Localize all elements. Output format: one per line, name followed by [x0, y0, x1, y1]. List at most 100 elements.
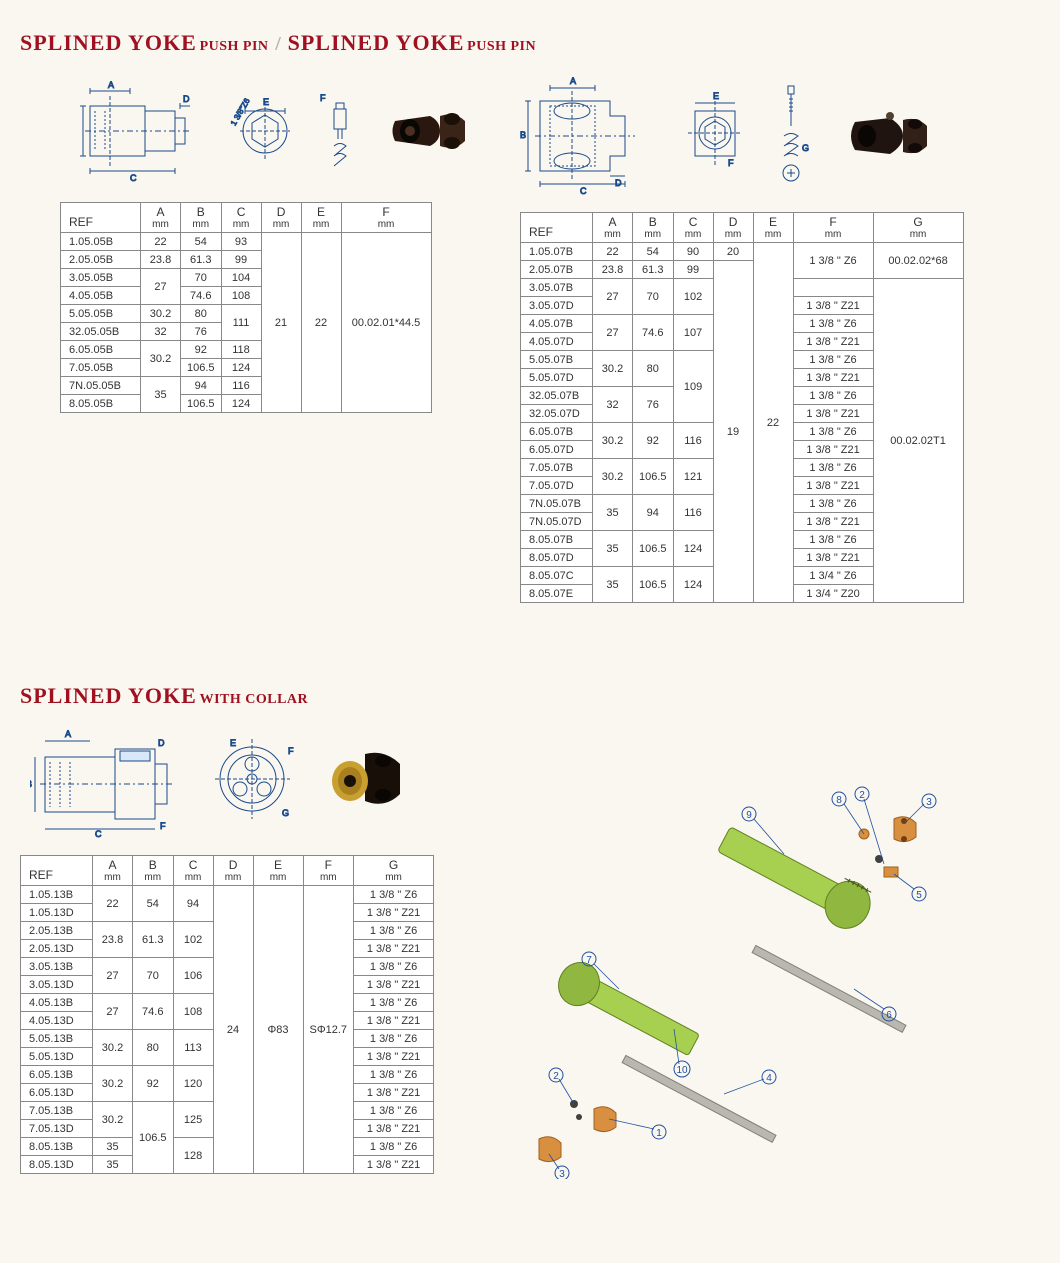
cell: SΦ12.7: [303, 886, 354, 1174]
title-splined-yoke-push-pin: SPLINED YOKE PUSH PIN / SPLINED YOKE PUS…: [20, 30, 1040, 56]
cell: 70: [633, 279, 674, 315]
cell: 30.2: [93, 1066, 133, 1102]
cell: 7.05.07B: [521, 459, 593, 477]
cell: 54: [633, 243, 674, 261]
cell: 22: [753, 243, 793, 603]
svg-text:C: C: [95, 829, 102, 839]
cell: 7N.05.07D: [521, 513, 593, 531]
cell: 128: [173, 1138, 213, 1174]
cell: 1 3/8 " Z6: [354, 958, 434, 976]
cell: Φ83: [253, 886, 303, 1174]
cell: 1 3/8 " Z6: [793, 423, 873, 441]
col-header: Fmm: [341, 203, 431, 233]
cell: 19: [713, 261, 753, 603]
cell: 3.05.05B: [61, 269, 141, 287]
cell: 1 3/8 " Z6: [793, 315, 873, 333]
col-header: Cmm: [221, 203, 261, 233]
cell: 30.2: [593, 459, 633, 495]
exploded-label: 4: [766, 1073, 772, 1084]
cell: 106.5: [181, 395, 222, 413]
svg-text:A: A: [108, 80, 114, 90]
cell: 32: [593, 387, 633, 423]
cell: 22: [93, 886, 133, 922]
cell: 1 3/8 " Z21: [354, 976, 434, 994]
cell: 2.05.05B: [61, 251, 141, 269]
table-1: REFAmmBmmCmmDmmEmmFmm1.05.05B22549321220…: [60, 202, 432, 413]
col-header: Cmm: [173, 856, 213, 886]
cell: 3.05.13B: [21, 958, 93, 976]
svg-text:C: C: [130, 173, 137, 183]
cell: 111: [221, 305, 261, 341]
col-header: REF: [521, 213, 593, 243]
cell: 23.8: [93, 922, 133, 958]
cell: 1 3/8 " Z21: [793, 369, 873, 387]
cell: 24: [213, 886, 253, 1174]
cell: 00.02.02*68: [873, 243, 963, 279]
cell: 1 3/8 " Z6: [354, 922, 434, 940]
cell: 22: [593, 243, 633, 261]
col-header: Fmm: [303, 856, 354, 886]
cell: 22: [301, 233, 341, 413]
diagram-row-2: A B C D: [520, 76, 964, 196]
collar-end-diagram: F E G: [210, 734, 295, 834]
cell: 106.5: [633, 567, 674, 603]
col-header: Bmm: [133, 856, 174, 886]
cell: 1 3/8 " Z21: [354, 1048, 434, 1066]
cell: 1 3/8 " Z6: [354, 1138, 434, 1156]
cell: 99: [221, 251, 261, 269]
diagram-row-3: A D B C F: [30, 729, 434, 839]
cell: 125: [173, 1102, 213, 1138]
cell: 8.05.13D: [21, 1156, 93, 1174]
cell: 7.05.05B: [61, 359, 141, 377]
cell: 124: [673, 531, 713, 567]
table-row: 1.05.07B22549020221 3/8 " Z600.02.02*68: [521, 243, 964, 261]
cell: 30.2: [141, 341, 181, 377]
svg-text:A: A: [65, 729, 71, 739]
cell: 1 3/8 " Z6: [354, 1066, 434, 1084]
svg-text:D: D: [615, 178, 622, 188]
cell: 1 3/4 " Z6: [793, 567, 873, 585]
cell: 35: [93, 1138, 133, 1156]
cell: 124: [221, 395, 261, 413]
col-header: REF: [61, 203, 141, 233]
cell: 1 3/8 " Z6: [793, 243, 873, 279]
cell: 1 3/8 " Z6: [354, 1030, 434, 1048]
cell: 116: [221, 377, 261, 395]
cell: 5.05.13D: [21, 1048, 93, 1066]
yoke-end-diagram: E 1 3/8"Z6: [230, 91, 300, 171]
col-header: Fmm: [793, 213, 873, 243]
cell: 61.3: [133, 922, 174, 958]
title-big: SPLINED YOKE: [20, 683, 197, 708]
col-header: Bmm: [633, 213, 674, 243]
cell: 8.05.07D: [521, 549, 593, 567]
cell: 6.05.05B: [61, 341, 141, 359]
cell: [793, 279, 873, 297]
cell: 99: [673, 261, 713, 279]
cell: 76: [181, 323, 222, 341]
exploded-label: 8: [836, 795, 842, 806]
cell: 4.05.05B: [61, 287, 141, 305]
svg-text:B: B: [30, 779, 32, 789]
cell: 5.05.13B: [21, 1030, 93, 1048]
cell: 74.6: [633, 315, 674, 351]
cell: 116: [673, 495, 713, 531]
col-header: Gmm: [873, 213, 963, 243]
cell: 35: [141, 377, 181, 413]
yoke-side-diagram-2: A B C D: [520, 76, 660, 196]
cell: 35: [593, 531, 633, 567]
cell: 124: [673, 567, 713, 603]
exploded-label: 7: [586, 955, 592, 966]
cell: 1 3/4 " Z20: [793, 585, 873, 603]
title-splined-yoke-collar: SPLINED YOKE WITH COLLAR: [20, 683, 1040, 709]
cell: 3.05.07B: [521, 279, 593, 297]
cell: 5.05.07D: [521, 369, 593, 387]
svg-text:E: E: [263, 97, 269, 107]
cell: 30.2: [141, 305, 181, 323]
cell: 94: [181, 377, 222, 395]
cell: 7.05.13B: [21, 1102, 93, 1120]
cell: 21: [261, 233, 301, 413]
col-header: Emm: [753, 213, 793, 243]
cell: 118: [221, 341, 261, 359]
cell: 1 3/8 " Z6: [793, 351, 873, 369]
table-3: REFAmmBmmCmmDmmEmmFmmGmm1.05.13B22549424…: [20, 855, 434, 1174]
